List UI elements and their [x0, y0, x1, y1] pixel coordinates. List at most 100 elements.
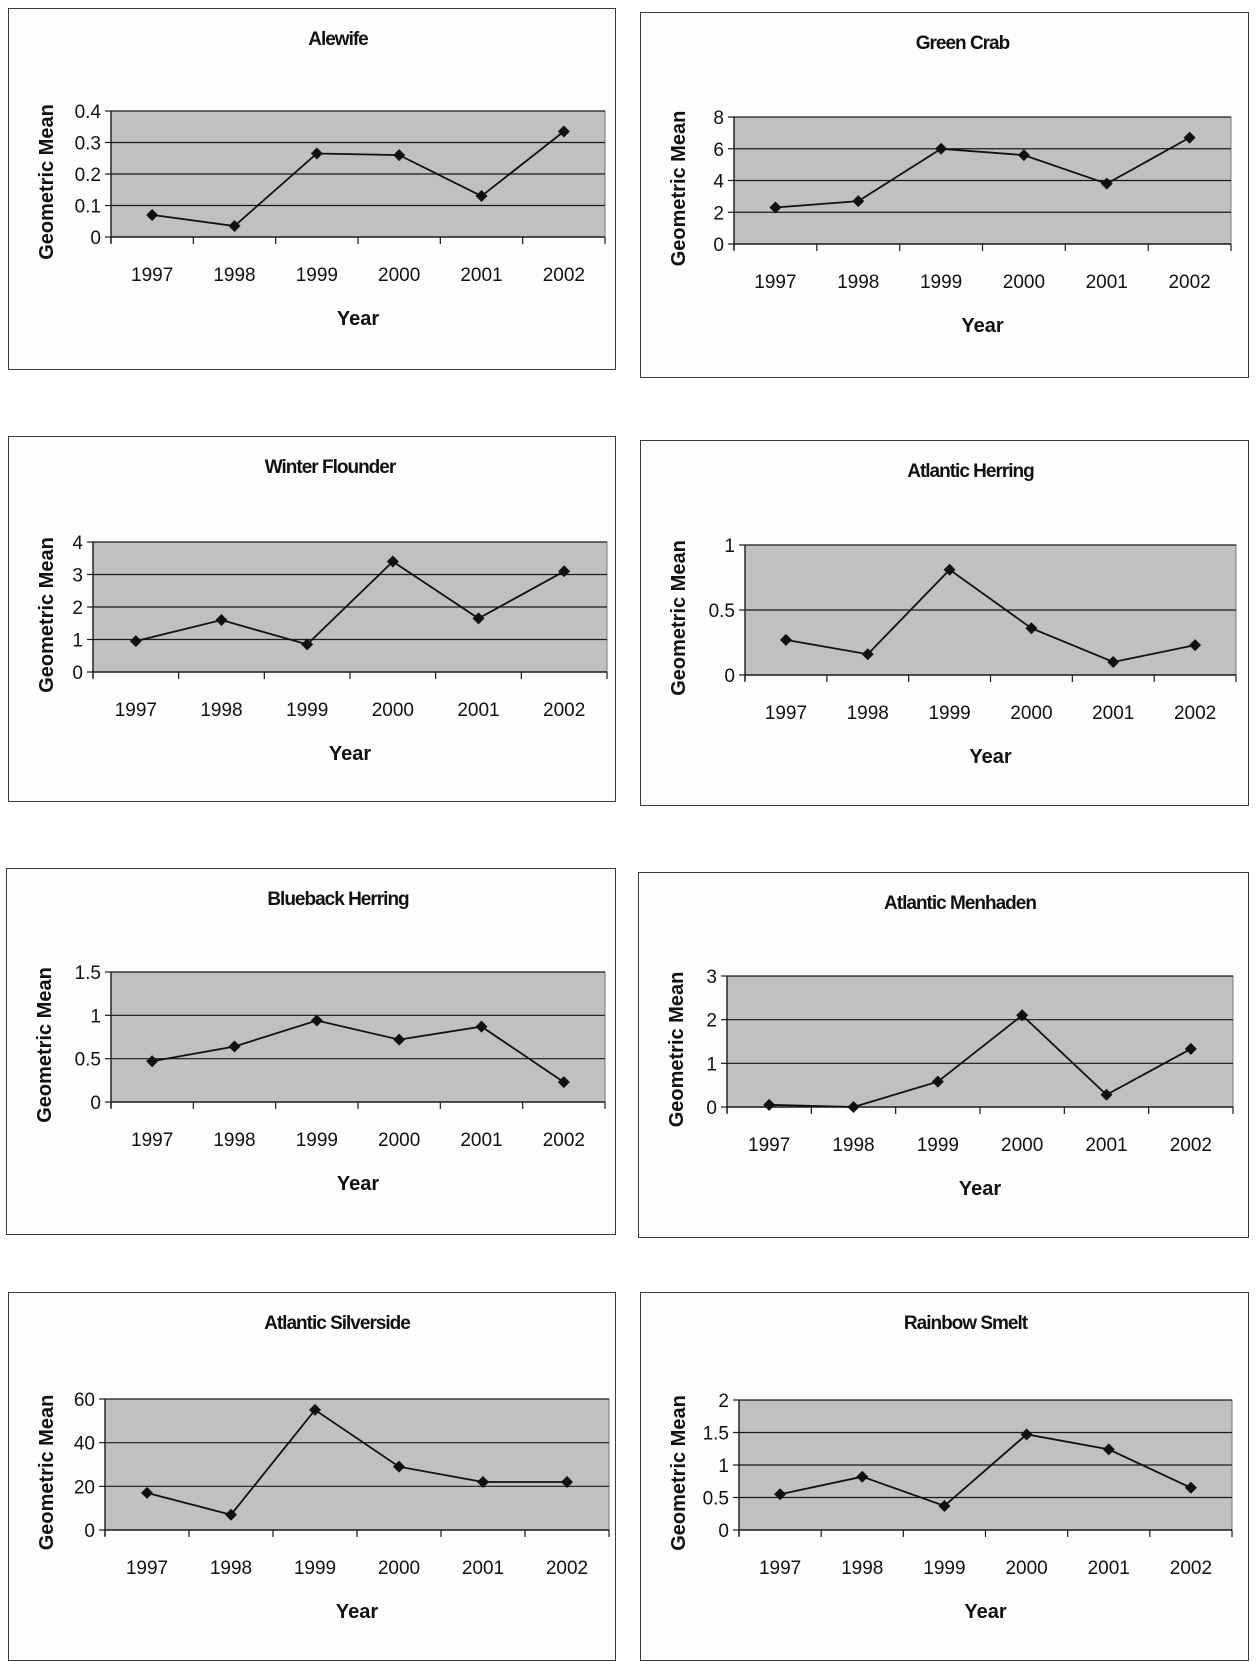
y-tick-label: 0 — [718, 1521, 729, 1542]
chart-title: Atlantic Menhaden — [884, 893, 1036, 914]
y-axis-label: Geometric Mean — [668, 540, 690, 696]
x-tick-label: 2002 — [543, 265, 585, 286]
x-tick-label: 1997 — [748, 1135, 790, 1156]
y-tick-label: 1.5 — [703, 1424, 729, 1445]
x-tick-label: 1998 — [213, 265, 255, 286]
chart-title: Atlantic Herring — [907, 461, 1034, 482]
chart-panel: Atlantic Herring 0 0.5 1 1997 1998 1999 2000 200… — [640, 440, 1249, 806]
data-point — [1183, 131, 1196, 144]
x-tick-label: 1999 — [296, 1130, 338, 1151]
data-point — [1020, 1428, 1033, 1441]
x-axis-label: Year — [329, 743, 371, 765]
x-axis-label: Year — [969, 746, 1011, 768]
x-tick-label: 2002 — [1168, 272, 1210, 293]
chart-panel: Green Crab 0 2 4 6 8 1997 1998 1999 2000 2001 2002 Y… — [640, 12, 1249, 378]
y-tick-label: 0 — [724, 666, 735, 687]
x-tick-label: 1999 — [286, 700, 328, 721]
y-tick-label: 0 — [72, 663, 83, 684]
plot-area — [104, 1398, 610, 1531]
y-tick-label: 0 — [90, 1093, 101, 1114]
data-point — [146, 1055, 159, 1068]
y-tick-label: 0.4 — [75, 102, 102, 123]
x-tick-label: 1999 — [917, 1135, 959, 1156]
y-tick-label: 2 — [72, 598, 83, 619]
x-tick-label: 1999 — [923, 1558, 965, 1579]
data-point — [475, 1020, 488, 1033]
data-point — [931, 1075, 944, 1088]
x-axis-label: Year — [337, 1173, 379, 1195]
x-tick-label: 2002 — [1174, 703, 1216, 724]
data-point — [769, 201, 782, 214]
y-tick-label: 2 — [713, 203, 724, 224]
plot-area — [110, 971, 606, 1103]
data-point — [393, 1033, 406, 1046]
x-tick-label: 1998 — [837, 272, 879, 293]
y-axis-label: Geometric Mean — [36, 104, 58, 260]
data-point — [779, 633, 792, 646]
data-point — [1189, 639, 1202, 652]
chart-title: Rainbow Smelt — [904, 1313, 1029, 1334]
chart-svg: Atlantic Silverside 0 20 40 60 1997 1998 1999 20… — [36, 1313, 610, 1623]
data-point — [1016, 1009, 1029, 1022]
x-tick-label: 1997 — [759, 1558, 801, 1579]
data-point — [557, 125, 570, 138]
x-tick-label: 2001 — [1092, 703, 1134, 724]
data-point — [393, 1460, 405, 1473]
y-tick-label: 0 — [90, 228, 101, 249]
y-tick-label: 2 — [706, 1011, 717, 1032]
chart-svg: Green Crab 0 2 4 6 8 1997 1998 1999 2000 2001 2002 Y… — [668, 33, 1232, 337]
x-tick-label: 1997 — [126, 1558, 168, 1579]
y-tick-label: 0.5 — [75, 1050, 101, 1071]
x-tick-label: 2001 — [457, 700, 499, 721]
data-point — [774, 1488, 787, 1501]
data-point — [558, 565, 571, 578]
y-tick-label: 60 — [74, 1390, 95, 1411]
x-tick-label: 2001 — [1085, 1135, 1127, 1156]
x-tick-label: 1997 — [765, 703, 807, 724]
chart-panel: Blueback Herring 0 0.5 1 1.5 1997 1998 1999 2000… — [6, 868, 616, 1235]
y-tick-label: 0 — [713, 235, 724, 256]
x-tick-label: 2000 — [372, 700, 414, 721]
series-line — [152, 1019, 565, 1083]
data-point — [1025, 622, 1038, 635]
plot-area — [726, 975, 1234, 1108]
series-line — [135, 560, 565, 646]
x-tick-label: 1997 — [115, 700, 157, 721]
x-tick-label: 2000 — [1003, 272, 1045, 293]
data-point — [386, 555, 399, 568]
chart-panel: Atlantic Silverside 0 20 40 60 1997 1998 1999 20… — [8, 1292, 616, 1661]
y-tick-label: 8 — [713, 108, 724, 129]
x-tick-label: 1998 — [841, 1558, 883, 1579]
data-point — [228, 219, 241, 232]
data-point — [1184, 1481, 1197, 1494]
x-tick-label: 2002 — [543, 700, 585, 721]
data-point — [763, 1098, 776, 1111]
chart-panel: Rainbow Smelt 0 0.5 1 1.5 2 1997 1998 1999 2000 20… — [640, 1292, 1249, 1661]
series-line — [769, 1014, 1192, 1108]
data-point — [852, 195, 865, 208]
data-point — [472, 612, 485, 625]
chart-title: Atlantic Silverside — [264, 1313, 410, 1334]
y-tick-label: 0.5 — [703, 1489, 729, 1510]
y-tick-label: 1 — [72, 631, 83, 652]
chart-svg: Atlantic Herring 0 0.5 1 1997 1998 1999 2000 200… — [668, 461, 1237, 768]
data-point — [856, 1470, 869, 1483]
series-line — [785, 568, 1196, 663]
x-tick-label: 1998 — [200, 700, 242, 721]
x-tick-label: 1998 — [213, 1130, 255, 1151]
y-tick-label: 2 — [718, 1391, 729, 1412]
x-tick-label: 1999 — [920, 272, 962, 293]
y-tick-label: 0.1 — [75, 197, 101, 218]
y-tick-label: 0 — [84, 1521, 95, 1542]
chart-panel: Alewife 0 0.1 0.2 0.3 0.4 1997 1998 1999 2000 2001… — [8, 8, 616, 370]
data-point — [943, 563, 956, 576]
data-point — [477, 1475, 489, 1488]
x-tick-label: 2001 — [1088, 1558, 1130, 1579]
chart-title: Green Crab — [916, 33, 1010, 54]
y-tick-label: 6 — [713, 140, 724, 161]
data-point — [129, 635, 142, 648]
x-tick-label: 1999 — [296, 265, 338, 286]
y-tick-label: 1 — [90, 1006, 101, 1027]
data-point — [309, 1403, 321, 1416]
y-tick-label: 4 — [713, 172, 724, 193]
